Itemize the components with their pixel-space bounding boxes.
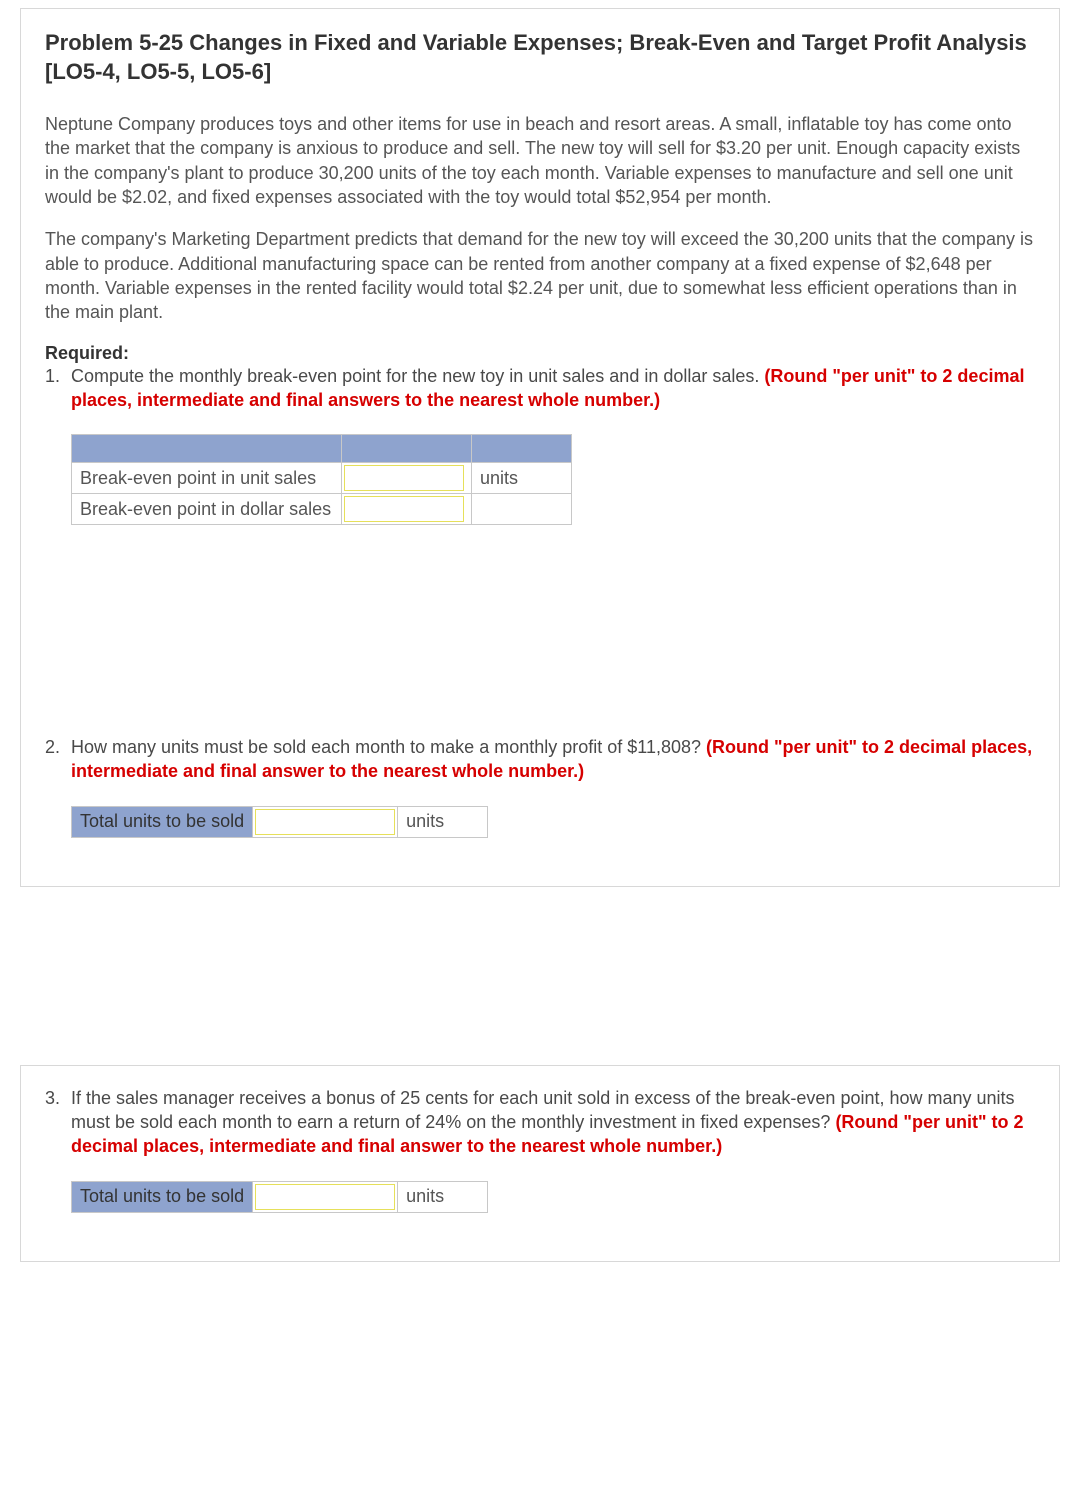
q1-row1-units: units (472, 463, 572, 494)
q1-header-cell-1 (72, 435, 342, 463)
table-row: Break-even point in unit sales units (72, 463, 572, 494)
q2-answer-table: Total units to be sold units (71, 806, 488, 838)
q2-units-input[interactable] (255, 809, 395, 835)
q1-answer-table: Break-even point in unit sales units Bre… (71, 434, 572, 525)
q3-label: Total units to be sold (72, 1181, 253, 1212)
table-row: Break-even point in dollar sales (72, 494, 572, 525)
problem-panel-1: Problem 5-25 Changes in Fixed and Variab… (20, 8, 1060, 887)
q1-dollar-sales-input[interactable] (344, 496, 464, 522)
q2-text: How many units must be sold each month t… (71, 735, 1035, 784)
q2-prompt: How many units must be sold each month t… (71, 737, 706, 757)
q1-unit-sales-input[interactable] (344, 465, 464, 491)
q1-row2-label: Break-even point in dollar sales (72, 494, 342, 525)
q2-label: Total units to be sold (72, 806, 253, 837)
q1-header-cell-2 (342, 435, 472, 463)
q1-prompt: Compute the monthly break-even point for… (71, 366, 764, 386)
required-label: Required: (45, 343, 1035, 364)
q1-row2-input-cell (342, 494, 472, 525)
q2-number: 2. (45, 735, 71, 759)
q3-units: units (398, 1181, 488, 1212)
question-3: 3. If the sales manager receives a bonus… (45, 1086, 1035, 1213)
question-2: 2. How many units must be sold each mont… (45, 735, 1035, 838)
q3-input-cell (253, 1181, 398, 1212)
problem-panel-2: 3. If the sales manager receives a bonus… (20, 1065, 1060, 1262)
q1-row1-input-cell (342, 463, 472, 494)
table-row: Total units to be sold units (72, 806, 488, 837)
q1-header-cell-3 (472, 435, 572, 463)
q3-text: If the sales manager receives a bonus of… (71, 1086, 1035, 1159)
problem-paragraph-1: Neptune Company produces toys and other … (45, 112, 1035, 209)
q3-number: 3. (45, 1086, 71, 1110)
problem-title: Problem 5-25 Changes in Fixed and Variab… (45, 29, 1035, 86)
q2-units: units (398, 806, 488, 837)
problem-paragraph-2: The company's Marketing Department predi… (45, 227, 1035, 324)
question-1: 1. Compute the monthly break-even point … (45, 364, 1035, 526)
q1-number: 1. (45, 364, 71, 388)
q2-input-cell (253, 806, 398, 837)
q3-units-input[interactable] (255, 1184, 395, 1210)
q1-text: Compute the monthly break-even point for… (71, 364, 1035, 413)
q3-answer-table: Total units to be sold units (71, 1181, 488, 1213)
table-row: Total units to be sold units (72, 1181, 488, 1212)
q1-row2-units (472, 494, 572, 525)
q1-row1-label: Break-even point in unit sales (72, 463, 342, 494)
